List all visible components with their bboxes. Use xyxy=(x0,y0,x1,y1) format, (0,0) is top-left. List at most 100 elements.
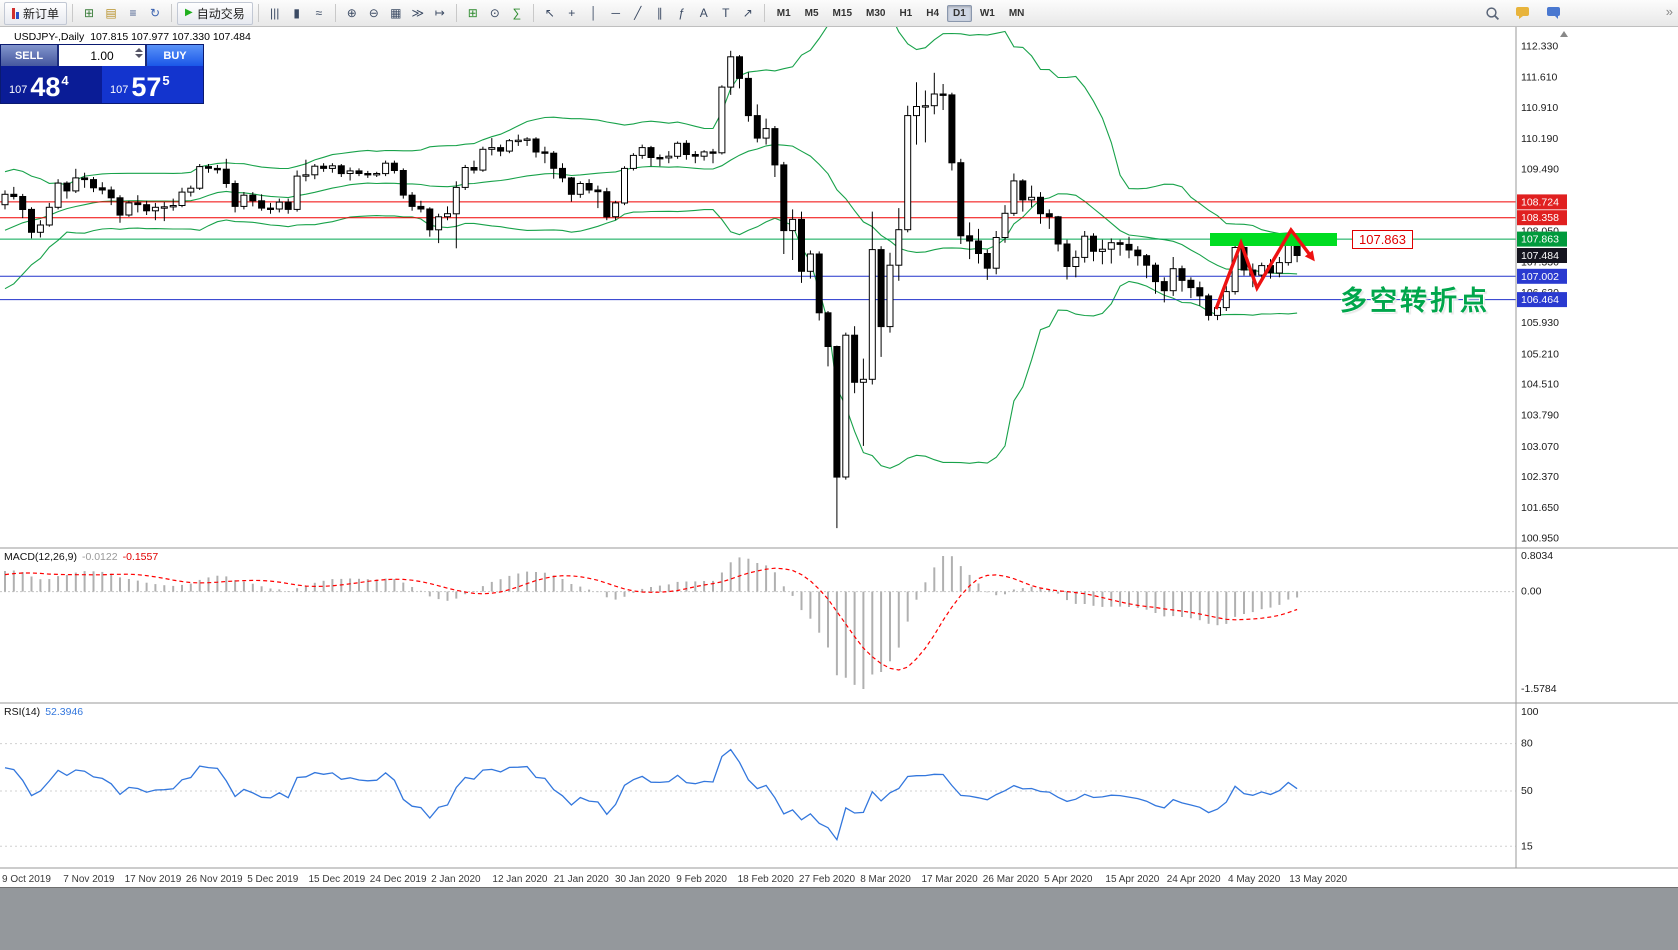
svg-text:107.002: 107.002 xyxy=(1521,271,1559,283)
new-order-label: 新订单 xyxy=(23,6,60,21)
cursor-icon[interactable]: ↖ xyxy=(544,6,555,20)
svg-text:4 May 2020: 4 May 2020 xyxy=(1228,874,1281,885)
candlestick-chart-icon[interactable]: ▮ xyxy=(293,6,301,20)
sell-button[interactable]: SELL xyxy=(1,45,58,66)
macd-title: MACD(12,26,9) xyxy=(4,551,77,563)
crosshair-icon[interactable]: + xyxy=(568,6,576,20)
new-order-icon xyxy=(12,7,19,19)
community-chat-icon[interactable] xyxy=(1543,3,1565,23)
new-order-button[interactable]: 新订单 xyxy=(4,1,68,25)
sell-price[interactable]: 107 48 4 xyxy=(1,66,102,103)
refresh-icon[interactable]: ↻ xyxy=(149,6,161,20)
svg-text:110.190: 110.190 xyxy=(1521,133,1558,145)
svg-text:111.610: 111.610 xyxy=(1521,72,1558,84)
svg-text:50: 50 xyxy=(1521,785,1533,797)
macd-signal-value: -0.1557 xyxy=(122,551,159,563)
chart-canvas[interactable]: 112.330 111.610 110.910 110.190 109.490 108.7… xyxy=(0,27,1678,888)
spinner-down-icon[interactable] xyxy=(135,54,143,58)
sell-price-handle: 107 xyxy=(9,84,28,96)
svg-text:112.330: 112.330 xyxy=(1521,41,1558,53)
price-level-flag[interactable]: 107.863 xyxy=(1352,230,1413,249)
text-icon[interactable]: A xyxy=(699,6,708,20)
horizontal-line-icon[interactable]: ─ xyxy=(611,6,620,20)
symbol-period-label: USDJPY-,Daily xyxy=(14,31,85,43)
toolbar-overflow-icon[interactable]: » xyxy=(1665,4,1673,19)
timeframe-d1[interactable]: D1 xyxy=(947,4,972,22)
zoom-out-icon[interactable]: ⊖ xyxy=(368,6,379,20)
svg-text:108.358: 108.358 xyxy=(1521,212,1559,224)
arrows-icon[interactable]: ↗ xyxy=(742,6,753,20)
timeframe-m1[interactable]: M1 xyxy=(776,7,791,19)
toolbar-separator xyxy=(455,4,457,22)
sell-price-point: 4 xyxy=(61,73,69,88)
vertical-line-icon[interactable]: │ xyxy=(589,6,598,20)
periods-icon[interactable]: ⊙ xyxy=(489,6,500,20)
line-chart-icon[interactable]: ≈ xyxy=(315,6,323,20)
svg-text:0.00: 0.00 xyxy=(1521,586,1542,598)
timeframe-m5[interactable]: M5 xyxy=(804,7,819,19)
indicators-icon[interactable]: ∑ xyxy=(512,6,522,20)
svg-text:12 Jan 2020: 12 Jan 2020 xyxy=(492,874,547,885)
svg-text:0.8034: 0.8034 xyxy=(1521,550,1553,562)
buy-price[interactable]: 107 57 5 xyxy=(102,66,203,103)
svg-text:105.210: 105.210 xyxy=(1521,348,1559,360)
rsi-title: RSI(14) xyxy=(4,706,41,718)
auto-trading-button[interactable]: ▶ 自动交易 xyxy=(177,1,253,25)
svg-text:9 Feb 2020: 9 Feb 2020 xyxy=(676,874,727,885)
buy-button[interactable]: BUY xyxy=(146,45,203,66)
svg-text:101.650: 101.650 xyxy=(1521,502,1559,514)
toolbar-separator xyxy=(532,4,534,22)
toolbar-separator xyxy=(72,4,74,22)
svg-text:24 Apr 2020: 24 Apr 2020 xyxy=(1167,874,1221,885)
fibonacci-icon[interactable]: ƒ xyxy=(678,6,686,20)
svg-text:5 Dec 2019: 5 Dec 2019 xyxy=(247,874,299,885)
chat-icon[interactable] xyxy=(1512,3,1534,23)
buy-price-handle: 107 xyxy=(110,84,129,96)
svg-text:107.484: 107.484 xyxy=(1521,250,1559,262)
timeframe-m15[interactable]: M15 xyxy=(832,7,852,19)
label-icon[interactable]: T xyxy=(722,6,730,20)
timeframe-m30[interactable]: M30 xyxy=(866,7,886,19)
tile-windows-icon[interactable]: ▦ xyxy=(390,6,402,20)
svg-text:9 Oct 2019: 9 Oct 2019 xyxy=(2,874,51,885)
auto-trading-label: 自动交易 xyxy=(196,6,245,21)
svg-text:18 Feb 2020: 18 Feb 2020 xyxy=(738,874,795,885)
trendline-icon[interactable]: ╱ xyxy=(634,6,642,20)
profiles-icon[interactable]: ▤ xyxy=(105,6,117,20)
spinner-up-icon[interactable] xyxy=(135,48,143,52)
rsi-pane xyxy=(0,743,1516,847)
auto-scroll-icon[interactable]: ≫ xyxy=(411,6,425,20)
play-icon: ▶ xyxy=(185,7,193,18)
timeframe-h1[interactable]: H1 xyxy=(899,7,913,19)
svg-text:102.370: 102.370 xyxy=(1521,471,1559,483)
new-chart-icon[interactable]: ⊞ xyxy=(83,6,95,20)
svg-text:17 Mar 2020: 17 Mar 2020 xyxy=(922,874,979,885)
svg-text:103.070: 103.070 xyxy=(1521,441,1559,453)
svg-text:17 Nov 2019: 17 Nov 2019 xyxy=(125,874,182,885)
volume-input[interactable]: 1.00 xyxy=(58,45,146,66)
bar-chart-icon[interactable]: ||| xyxy=(270,6,280,20)
svg-text:24 Dec 2019: 24 Dec 2019 xyxy=(370,874,427,885)
new-chart-grid-icon[interactable]: ⊞ xyxy=(467,6,478,20)
timeframe-group: M1 M5 M15 M30 H1 H4 D1 W1 MN xyxy=(770,4,1032,22)
timeframe-h4[interactable]: H4 xyxy=(926,7,940,19)
macd-pane xyxy=(0,556,1516,689)
timeframe-mn[interactable]: MN xyxy=(1008,7,1025,19)
zoom-in-icon[interactable]: ⊕ xyxy=(346,6,357,20)
toolbar-separator xyxy=(257,4,259,22)
svg-text:15 Dec 2019: 15 Dec 2019 xyxy=(309,874,366,885)
market-watch-icon[interactable]: ≡ xyxy=(129,6,137,20)
volume-value: 1.00 xyxy=(90,48,114,63)
volume-spinner[interactable] xyxy=(135,48,143,58)
svg-text:100.950: 100.950 xyxy=(1521,533,1559,545)
turning-point-annotation: 多空转折点 xyxy=(1340,286,1490,316)
channel-icon[interactable]: ∥ xyxy=(656,6,663,20)
timeframe-w1[interactable]: W1 xyxy=(979,7,995,19)
svg-text:103.790: 103.790 xyxy=(1521,410,1559,422)
svg-text:80: 80 xyxy=(1521,738,1533,750)
chart-shift-icon[interactable]: ↦ xyxy=(434,6,445,20)
svg-text:8 Mar 2020: 8 Mar 2020 xyxy=(860,874,911,885)
svg-text:26 Nov 2019: 26 Nov 2019 xyxy=(186,874,243,885)
search-icon[interactable] xyxy=(1482,3,1503,23)
